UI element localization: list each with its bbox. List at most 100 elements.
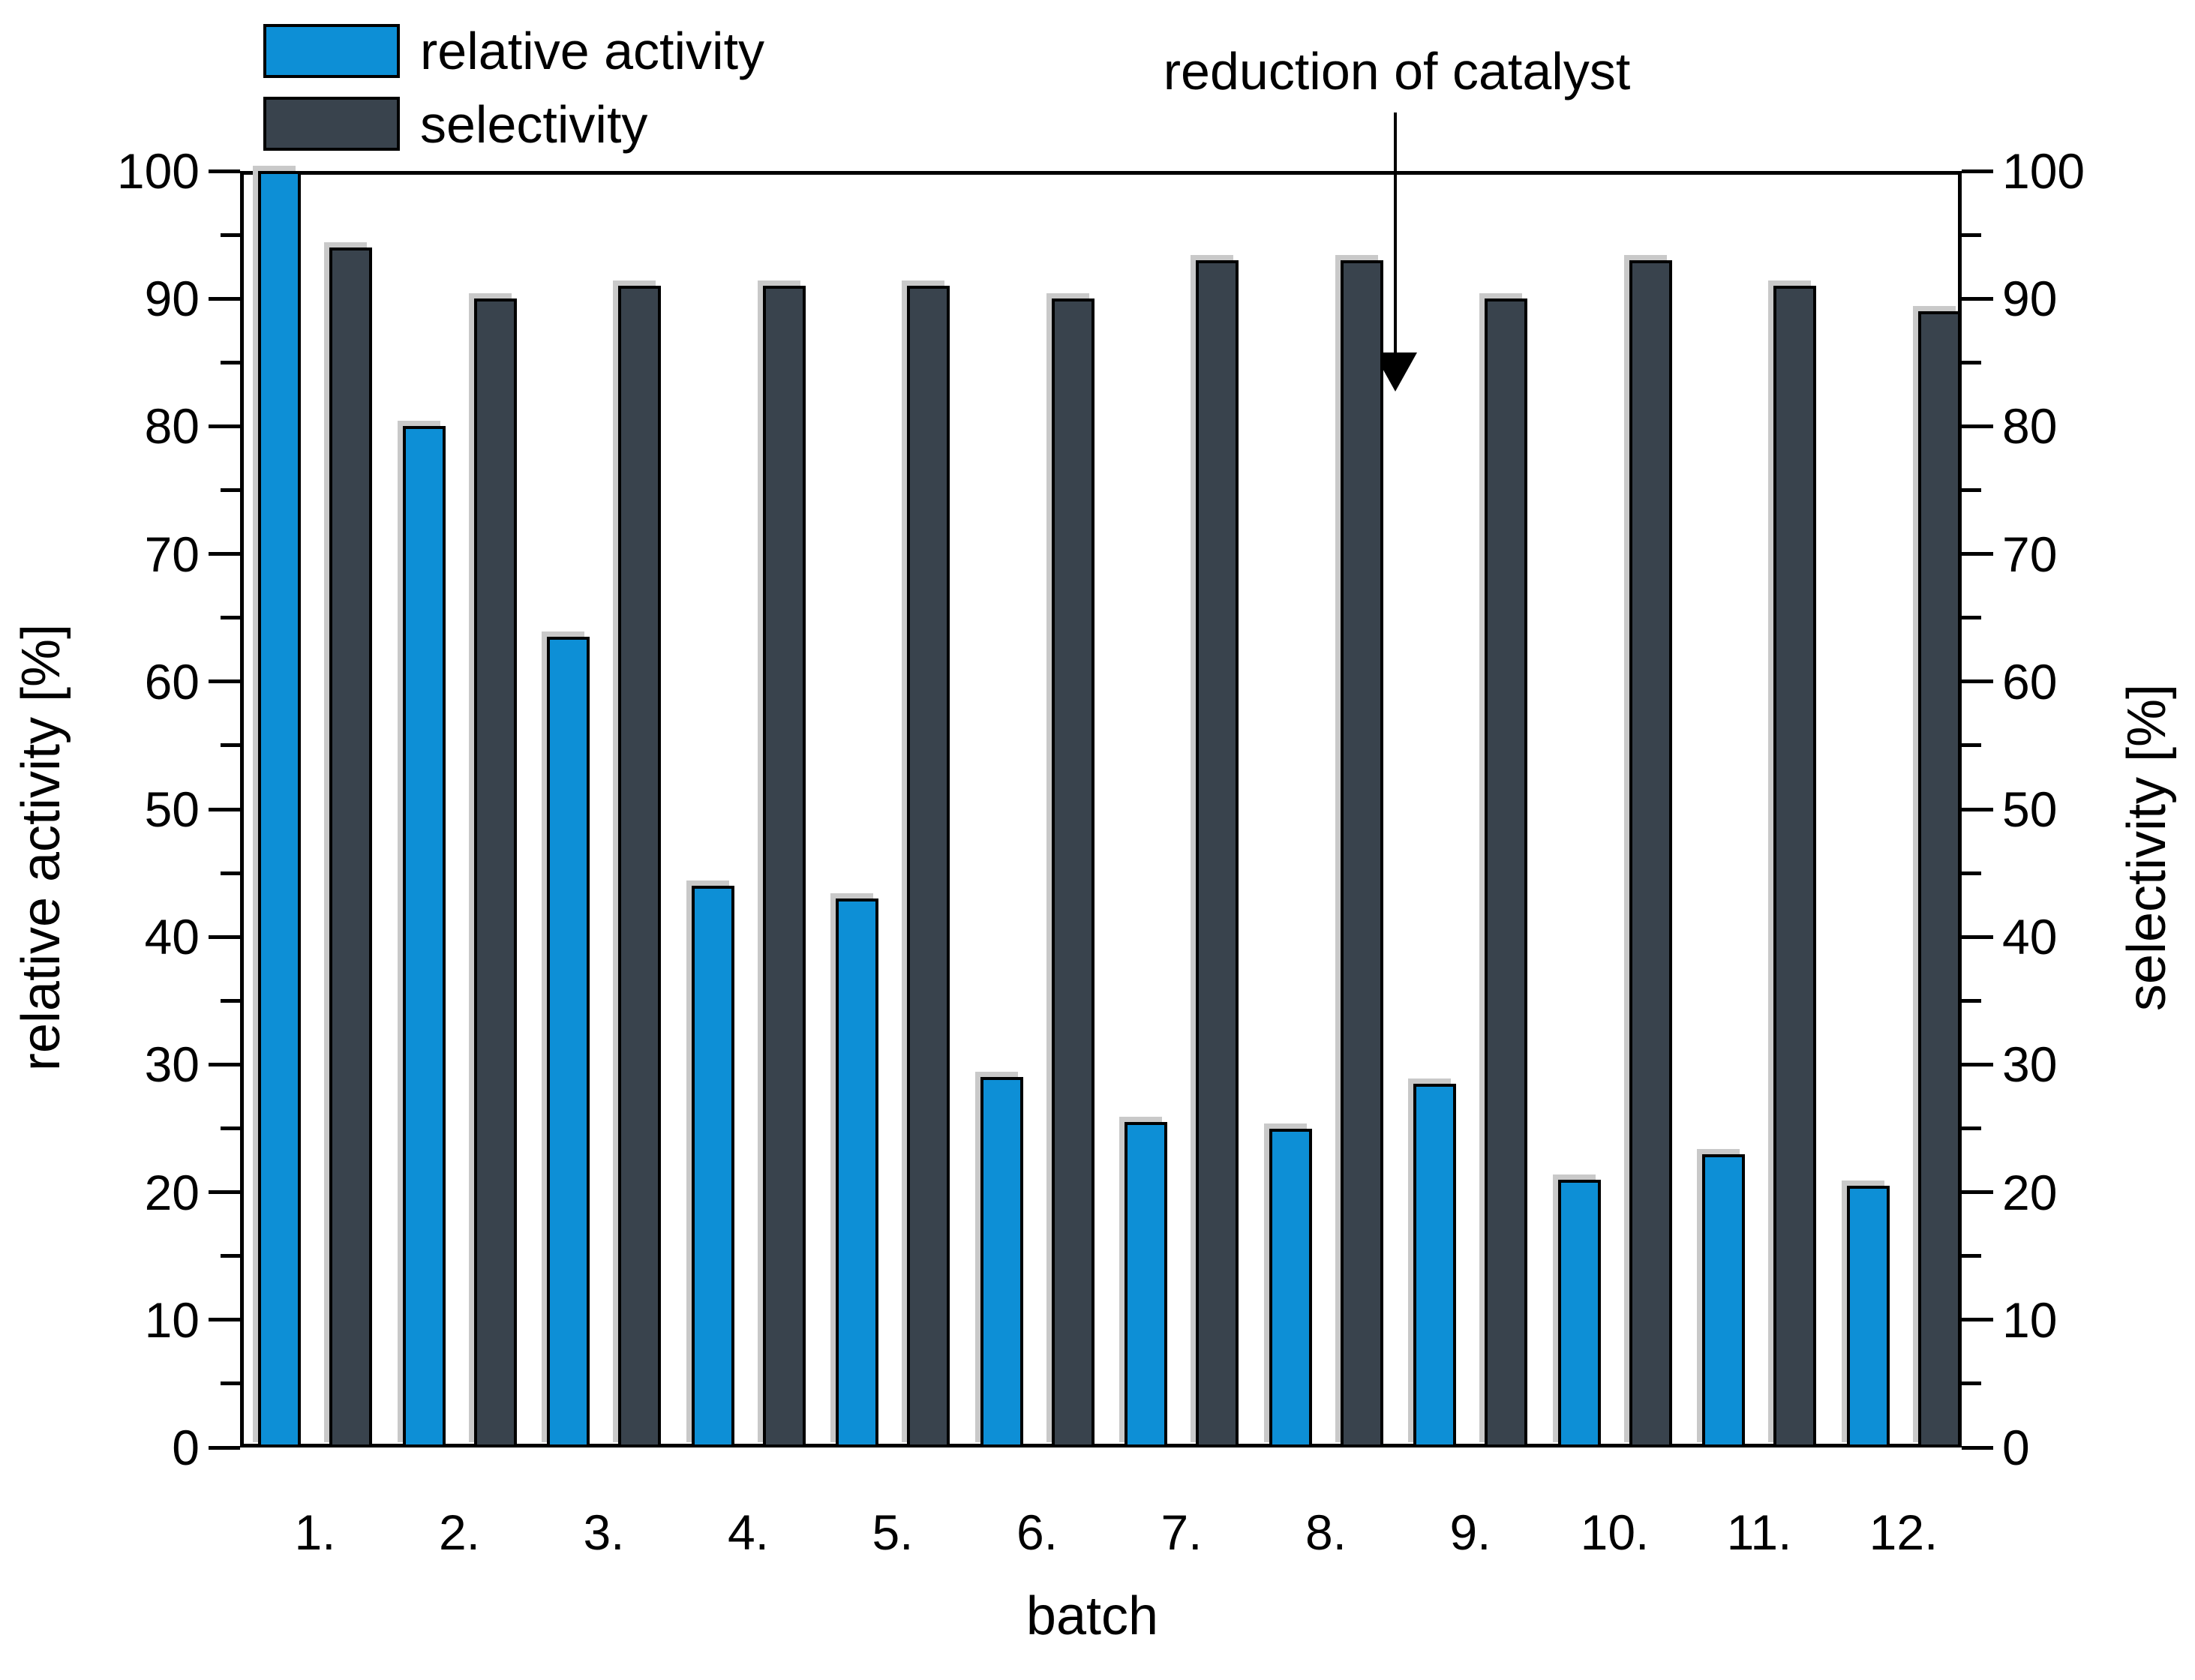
y-major-tick-right [1962,552,1993,556]
x-axis-tick-label: 3. [583,1504,625,1560]
y-major-tick-right [1962,680,1993,684]
y-major-tick-right [1962,1190,1993,1195]
y-axis-tick-label-right: 10 [2002,1292,2058,1348]
bar-relative-activity [1413,1083,1456,1448]
y-minor-tick-right [1962,998,1981,1003]
y-axis-tick-label-left: 10 [144,1292,200,1348]
bar-relative-activity [691,886,734,1448]
legend-swatch-relative-activity [263,24,400,78]
y-minor-tick-left [221,232,240,237]
annotation-reduction-of-catalyst: reduction of catalyst [1163,42,1631,100]
bar-relative-activity [1702,1154,1745,1448]
bar-relative-activity [402,426,446,1448]
y-major-tick-left [209,424,240,428]
y-axis-tick-label-right: 70 [2002,526,2058,582]
y-axis-tick-label-left: 0 [172,1420,200,1475]
y-axis-tick-label-right: 80 [2002,398,2058,454]
y-minor-tick-right [1962,743,1981,748]
y-axis-tick-label-right: 20 [2002,1164,2058,1220]
y-major-tick-left [209,1062,240,1066]
x-axis-tick-label: 11. [1726,1504,1792,1560]
bar-selectivity [907,286,950,1448]
y-axis-tick-label-left: 70 [144,526,200,582]
y-minor-tick-left [221,1382,240,1386]
y-axis-tick-label-left: 30 [144,1036,200,1093]
x-axis-title: batch [1025,1586,1159,1646]
bar-selectivity [473,298,517,1448]
y-axis-tick-label-left: 80 [144,398,200,454]
bar-selectivity [1485,298,1527,1448]
y-major-tick-right [1962,424,1993,428]
y-major-tick-left [209,934,240,939]
y-axis-tick-label-right: 100 [2002,143,2085,199]
y-axis-tick-label-right: 60 [2002,653,2058,710]
y-axis-tick-label-right: 90 [2002,271,2058,327]
y-major-tick-right [1962,296,1993,301]
legend-label-selectivity: selectivity [420,95,648,154]
y-major-tick-right [1962,807,1993,812]
y-minor-tick-left [221,743,240,748]
y-axis-tick-label-left: 100 [116,143,200,199]
y-minor-tick-left [221,616,240,620]
y-axis-tick-label-right: 40 [2002,909,2058,965]
y-major-tick-left [209,1318,240,1322]
y-axis-tick-label-left: 90 [144,271,200,327]
x-axis-tick-label: 5. [872,1504,914,1560]
x-axis-tick-label: 12. [1869,1504,1938,1560]
x-axis-tick-label: 7. [1161,1504,1203,1560]
bar-relative-activity [547,637,590,1448]
y-minor-tick-left [221,360,240,364]
bar-relative-activity [258,171,301,1448]
y-minor-tick-left [221,1126,240,1130]
bar-selectivity [762,286,806,1448]
x-axis-tick-label: 1. [294,1504,336,1560]
y-minor-tick-right [1962,871,1981,875]
x-axis-tick-label: 8. [1305,1504,1347,1560]
bar-selectivity [329,248,372,1448]
y-axis-tick-label-right: 30 [2002,1036,2058,1093]
y-major-tick-left [209,169,240,173]
y-minor-tick-right [1962,232,1981,237]
bar-selectivity [1773,286,1816,1448]
y-minor-tick-left [221,998,240,1003]
bar-relative-activity [836,898,878,1448]
y-minor-tick-right [1962,1382,1981,1386]
y-axis-tick-label-left: 50 [144,782,200,837]
x-axis-tick-label: 2. [438,1504,481,1560]
legend-swatch-selectivity [263,97,400,151]
y-minor-tick-right [1962,616,1981,620]
x-axis-tick-label: 10. [1580,1504,1650,1560]
y-axis-tick-label-right: 50 [2002,782,2058,837]
y-major-tick-right [1962,1062,1993,1066]
bar-selectivity [1340,260,1383,1448]
y-minor-tick-right [1962,488,1981,492]
y-major-tick-right [1962,1318,1993,1322]
x-axis-tick-label: 9. [1449,1504,1491,1560]
bar-selectivity [618,286,661,1448]
bar-relative-activity [1125,1121,1167,1448]
x-axis-tick-label: 4. [727,1504,770,1560]
y-major-tick-right [1962,1445,1993,1450]
y-major-tick-left [209,680,240,684]
y-major-tick-left [209,1190,240,1195]
y-minor-tick-right [1962,1254,1981,1258]
bar-relative-activity [1846,1186,1890,1448]
y-major-tick-right [1962,934,1993,939]
y-minor-tick-left [221,871,240,875]
y-minor-tick-right [1962,360,1981,364]
right-axis-title: selectivity [%] [2117,683,2177,1012]
y-axis-tick-label-right: 0 [2002,1420,2030,1475]
bar-relative-activity [1557,1179,1601,1448]
y-major-tick-right [1962,169,1993,173]
bar-selectivity [1629,260,1672,1448]
annotation-arrow-line [1394,112,1397,354]
y-major-tick-left [209,552,240,556]
y-major-tick-left [209,296,240,301]
bar-selectivity [1917,311,1961,1448]
bar-selectivity [1051,298,1094,1448]
y-minor-tick-right [1962,1126,1981,1130]
y-major-tick-left [209,1445,240,1450]
y-minor-tick-left [221,1254,240,1258]
y-axis-tick-label-left: 20 [144,1164,200,1220]
